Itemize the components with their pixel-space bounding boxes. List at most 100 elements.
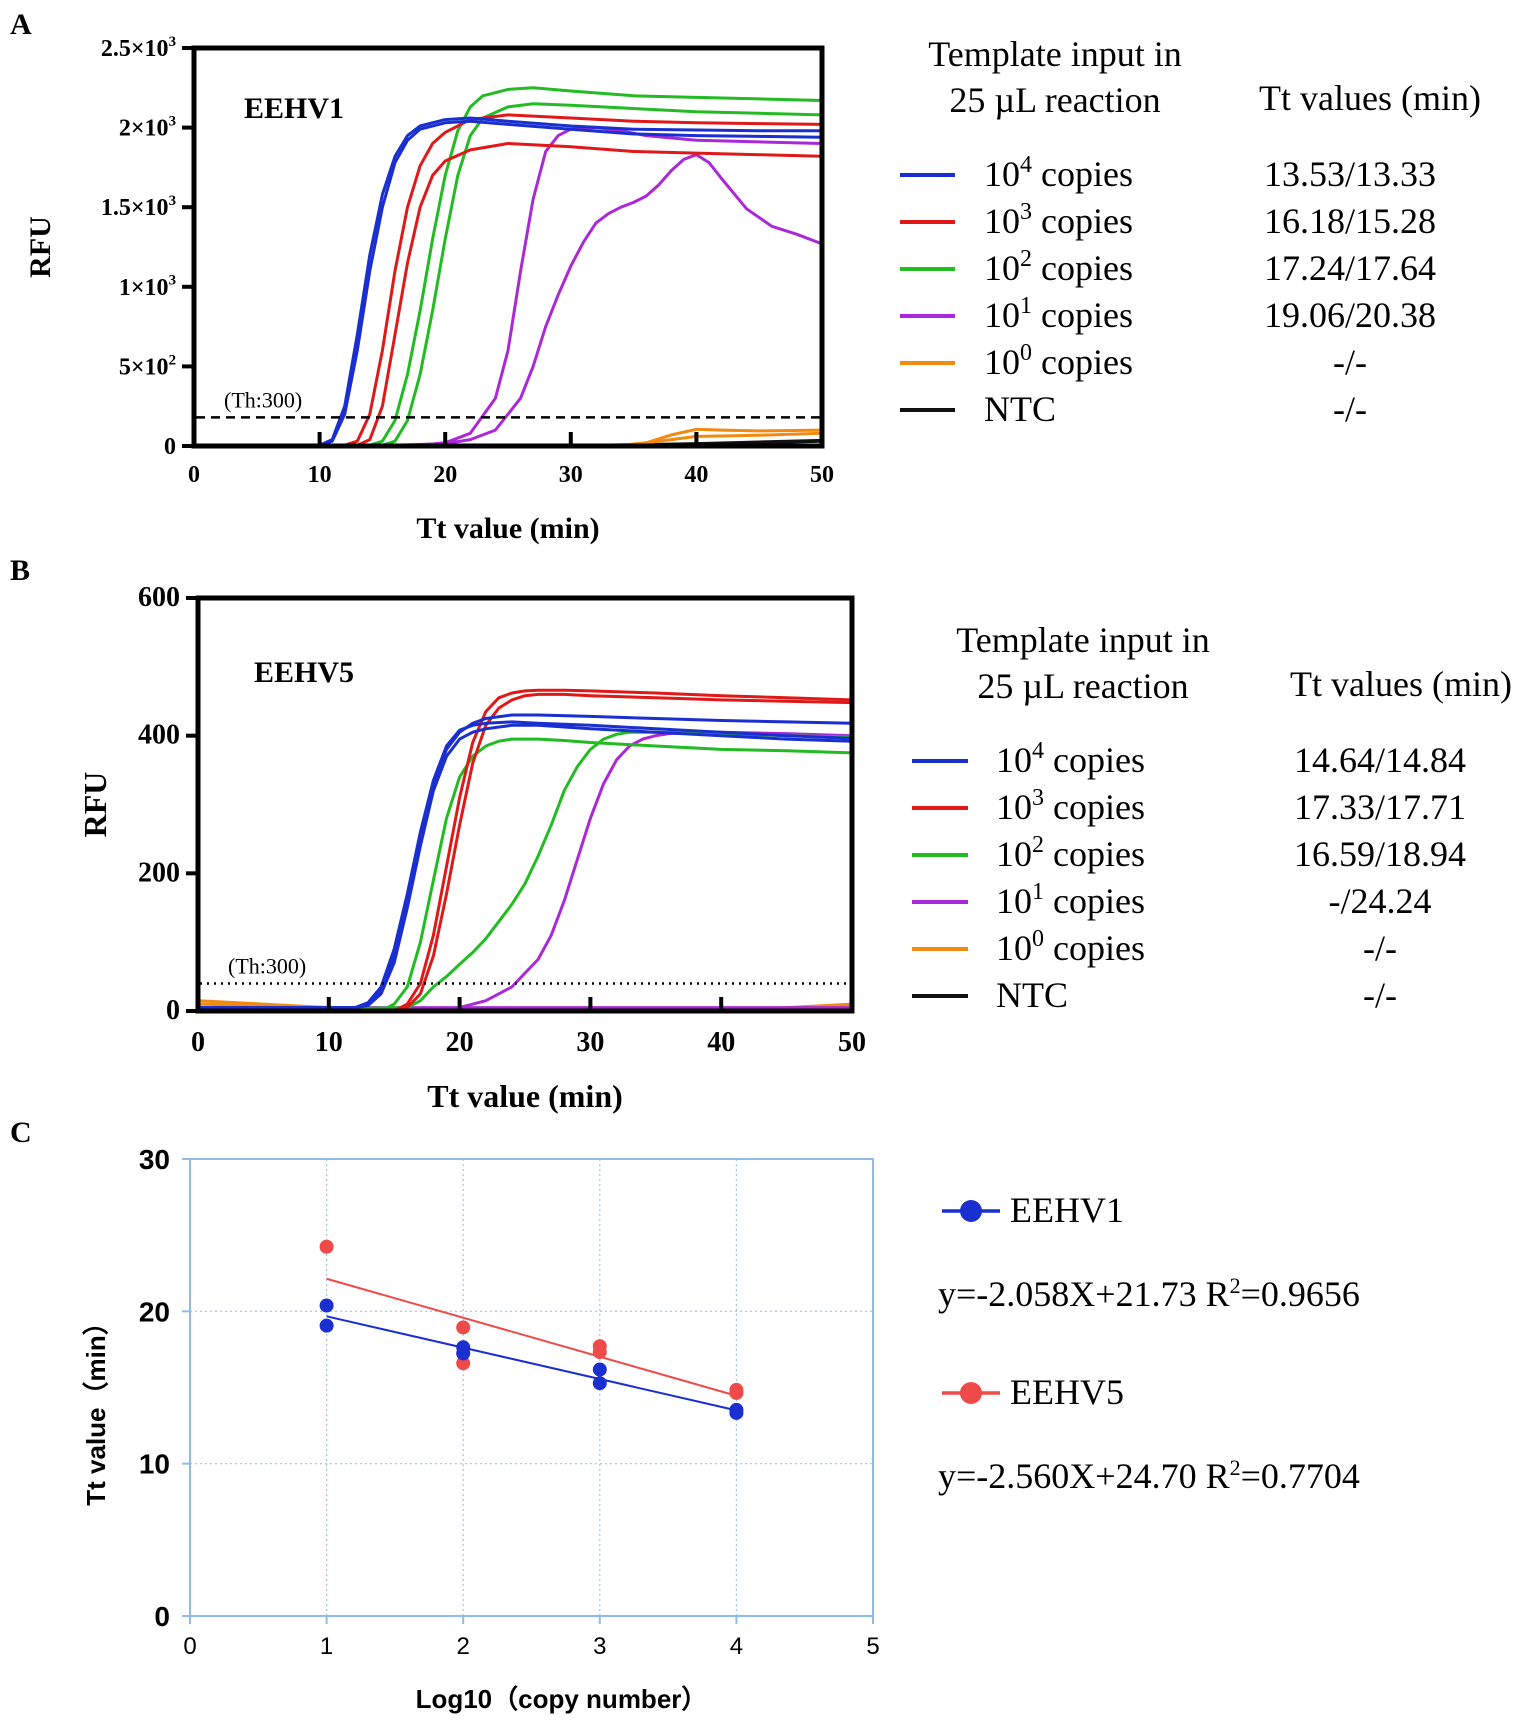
legend-label-a: 103 copies <box>984 199 1133 241</box>
y-axis-label-a: RFU <box>24 216 57 278</box>
x-tick-label-b: 10 <box>315 1027 343 1058</box>
legend-tt-value-b: 16.59/18.94 <box>1294 834 1466 874</box>
legend-marker-eehv1 <box>960 1200 982 1222</box>
series-line-a-10-1-copies-rep2 <box>194 153 822 446</box>
series-line-a-10-2-copies-rep2 <box>194 102 822 446</box>
legend-label-a: 104 copies <box>984 152 1133 194</box>
panel-letter-a: A <box>10 8 32 41</box>
data-point-eehv1 <box>592 1376 607 1391</box>
series-line-b-10-3-copies-rep2 <box>198 692 852 1011</box>
legend-header-a: Template input in <box>928 34 1181 74</box>
series-line-b-10-3-copies-rep1 <box>198 688 852 1011</box>
legend-label-a: NTC <box>984 389 1056 429</box>
chart-title-b: EEHV5 <box>254 656 354 689</box>
series-line-a-10-1-copies-rep1 <box>194 126 822 446</box>
x-tick-label-b: 50 <box>838 1027 866 1058</box>
data-point-eehv1 <box>319 1298 334 1313</box>
legend-label-b: 103 copies <box>996 785 1145 827</box>
x-tick-label-c: 2 <box>457 1633 470 1660</box>
y-tick-label-a: 0 <box>164 434 176 460</box>
legend-header-b: Template input in <box>956 620 1209 660</box>
y-axis-label-c: Tt value（min） <box>81 1309 111 1505</box>
y-axis-label-b: RFU <box>77 772 113 838</box>
x-tick-label-b: 20 <box>446 1027 474 1058</box>
legend-label-b: 104 copies <box>996 738 1145 780</box>
legend-tt-value-a: 19.06/20.38 <box>1264 295 1436 335</box>
data-point-eehv5 <box>456 1320 471 1335</box>
x-tick-label-a: 50 <box>810 462 834 488</box>
data-point-eehv5 <box>456 1356 471 1371</box>
legend-tt-value-b: -/- <box>1363 975 1397 1015</box>
panel-letter-b: B <box>10 554 30 587</box>
legend-label-eehv1: EEHV1 <box>1010 1190 1124 1230</box>
legend-label-b: NTC <box>996 975 1068 1015</box>
legend-label-a: 100 copies <box>984 340 1133 382</box>
plot-frame-c <box>189 1158 874 1617</box>
y-tick-label-a: 2×103 <box>119 114 176 142</box>
y-tick-label-a: 5×102 <box>119 352 176 380</box>
legend-label-a: 102 copies <box>984 246 1133 288</box>
x-tick-label-c: 1 <box>320 1633 333 1660</box>
y-tick-label-b: 400 <box>138 720 180 751</box>
x-tick-label-a: 10 <box>308 462 332 488</box>
data-point-eehv5 <box>729 1382 744 1397</box>
data-point-eehv5 <box>319 1239 334 1254</box>
x-axis-label-c: Log10（copy number） <box>416 1684 708 1714</box>
x-tick-label-a: 20 <box>433 462 457 488</box>
x-tick-label-b: 40 <box>707 1027 735 1058</box>
legend-tt-value-a: 17.24/17.64 <box>1264 248 1436 288</box>
legend-marker-eehv5 <box>960 1382 982 1404</box>
y-tick-label-a: 1.5×103 <box>101 193 176 221</box>
legend-tt-value-b: -/24.24 <box>1329 881 1432 921</box>
legend-header-a: 25 µL reaction <box>949 80 1160 120</box>
y-tick-label-b: 200 <box>138 857 180 888</box>
chart-b-eehv5: (Th:300) 0 10 20 30 40 50 0 200 400 600 Tt value (m… <box>77 582 1512 1114</box>
legend-tt-header-a: Tt values (min) <box>1259 78 1481 118</box>
legend-label-b: 101 copies <box>996 879 1145 921</box>
series-line-b-10-4-copies-rep1 <box>198 713 852 1010</box>
x-tick-label-b: 30 <box>576 1027 604 1058</box>
x-tick-label-c: 3 <box>593 1633 606 1660</box>
series-line-a-10-3-copies-rep2 <box>194 142 822 446</box>
legend-label-b: 100 copies <box>996 926 1145 968</box>
series-line-a-10-4-copies-rep1 <box>194 116 822 446</box>
series-line-a-10-3-copies-rep1 <box>194 113 822 446</box>
x-tick-label-a: 30 <box>559 462 583 488</box>
x-tick-label-b: 0 <box>191 1027 205 1058</box>
legend-tt-header-b: Tt values (min) <box>1290 664 1512 704</box>
x-tick-label-a: 0 <box>188 462 200 488</box>
legend-label-a: 101 copies <box>984 293 1133 335</box>
legend-label-eehv5: EEHV5 <box>1010 1372 1124 1412</box>
x-tick-label-c: 5 <box>866 1633 879 1660</box>
legend-tt-value-a: 16.18/15.28 <box>1264 201 1436 241</box>
legend-tt-value-b: 14.64/14.84 <box>1294 740 1466 780</box>
regression-equation-eehv5: y=-2.560X+24.70 R2=0.7704 <box>938 1455 1360 1496</box>
y-tick-label-a: 1×103 <box>119 273 176 301</box>
y-tick-label-b: 0 <box>166 995 180 1026</box>
y-tick-label-c: 10 <box>139 1449 170 1480</box>
regression-equation-eehv1: y=-2.058X+21.73 R2=0.9656 <box>938 1273 1360 1314</box>
chart-c-standard-curve: 0 1 2 3 4 5 0 10 20 30 Log10（copy number） Tt value（… <box>81 1144 1360 1714</box>
series-line-b-10-4-copies-rep2 <box>198 723 852 1010</box>
threshold-label-a: (Th:300) <box>224 387 302 412</box>
data-point-eehv1 <box>592 1362 607 1377</box>
y-tick-label-c: 20 <box>139 1296 170 1327</box>
threshold-label-b: (Th:300) <box>228 953 306 978</box>
y-tick-label-c: 0 <box>154 1601 170 1632</box>
fit-line-eehv5 <box>326 1277 737 1397</box>
series-line-a-10-4-copies-rep2 <box>194 119 822 446</box>
x-tick-label-c: 4 <box>730 1633 743 1660</box>
x-axis-label-b: Tt value (min) <box>427 1078 623 1114</box>
data-point-eehv1 <box>319 1318 334 1333</box>
legend-tt-value-b: 17.33/17.71 <box>1294 787 1466 827</box>
x-tick-label-c: 0 <box>183 1633 196 1660</box>
y-tick-label-a: 2.5×103 <box>101 34 176 62</box>
y-tick-label-c: 30 <box>139 1144 170 1175</box>
legend-tt-value-a: -/- <box>1333 342 1367 382</box>
chart-title-a: EEHV1 <box>244 92 344 125</box>
panel-letter-c: C <box>10 1116 32 1149</box>
plot-frame-b <box>195 595 855 1014</box>
data-point-eehv1 <box>456 1340 471 1355</box>
fit-line-eehv1 <box>326 1315 737 1412</box>
